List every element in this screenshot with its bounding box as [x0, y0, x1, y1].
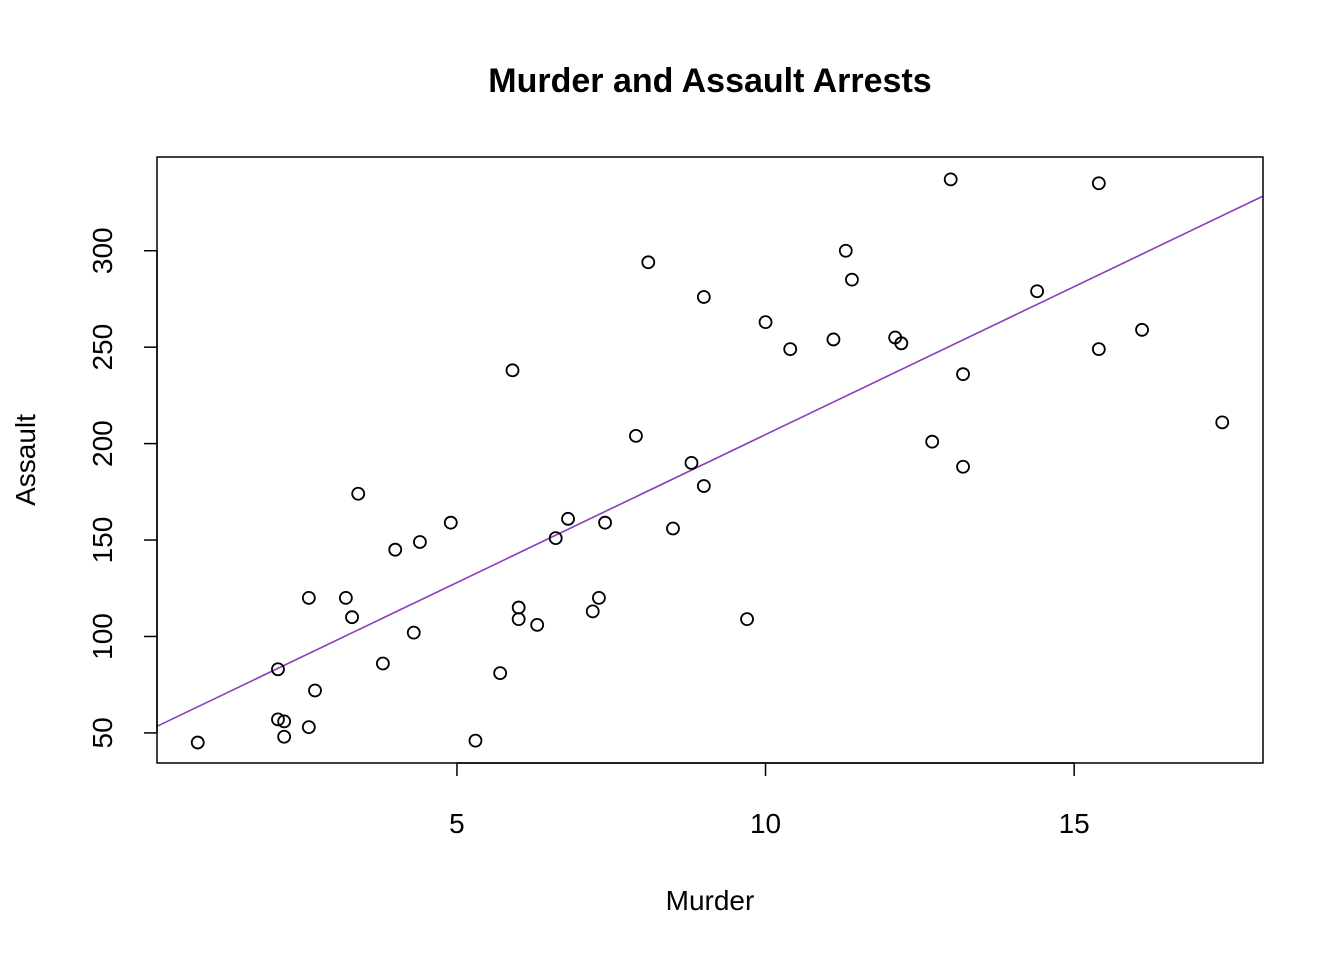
data-point [277, 729, 292, 744]
data-point [388, 542, 403, 557]
data-point [271, 662, 285, 677]
data-point [190, 735, 205, 750]
data-point [956, 459, 970, 474]
data-point [511, 612, 526, 627]
data-point [826, 332, 841, 347]
y-axis: 50 100 150 200 250 300 [87, 227, 158, 748]
data-point [925, 434, 940, 449]
data-point [548, 531, 563, 546]
y-tick-label: 100 [87, 613, 118, 660]
y-axis-label: Assault [10, 414, 41, 506]
data-point [561, 511, 575, 526]
data-point [598, 515, 612, 530]
data-point [783, 342, 798, 356]
data-point [1091, 342, 1106, 356]
data-point [943, 172, 958, 187]
y-tick-label: 300 [87, 227, 118, 274]
data-point [468, 733, 483, 748]
data-point [338, 591, 353, 605]
plot-frame [156, 156, 1264, 764]
data-point [530, 618, 545, 632]
data-point [345, 610, 359, 625]
plot-area [156, 195, 1264, 728]
data-point [696, 479, 711, 493]
data-point [740, 612, 754, 627]
data-point [838, 243, 853, 258]
data-point [301, 591, 316, 605]
data-point [894, 336, 909, 351]
data-point [505, 363, 520, 378]
y-tick-label: 150 [87, 517, 118, 564]
data-point [585, 604, 600, 619]
data-point [1091, 176, 1106, 191]
data-point [641, 255, 656, 270]
data-point [956, 367, 970, 382]
data-point [666, 521, 680, 536]
data-point [684, 455, 699, 470]
data-point [413, 535, 427, 549]
data-point [592, 591, 606, 605]
data-point [308, 683, 322, 698]
data-point [758, 315, 773, 329]
data-point [277, 714, 292, 729]
x-tick-label: 5 [449, 808, 465, 839]
data-point [696, 290, 711, 304]
data-point [271, 712, 285, 727]
data-point [351, 486, 366, 501]
data-point [1135, 322, 1149, 337]
data-points [190, 172, 1230, 750]
y-tick-label: 50 [87, 717, 118, 748]
data-point [511, 600, 526, 615]
data-point [301, 720, 316, 735]
regression-line [156, 195, 1264, 728]
x-tick-label: 15 [1059, 808, 1090, 839]
data-point [1030, 284, 1045, 299]
data-point [845, 272, 859, 287]
data-point [493, 666, 508, 681]
data-point [406, 625, 421, 640]
y-tick-label: 250 [87, 324, 118, 371]
data-point [443, 515, 458, 530]
y-tick-label: 200 [87, 420, 118, 467]
x-tick-label: 10 [750, 808, 781, 839]
data-point [375, 656, 390, 671]
x-axis: 5 10 15 [449, 762, 1090, 839]
data-point [1215, 415, 1230, 430]
chart-title: Murder and Assault Arrests [488, 62, 931, 100]
data-point [629, 428, 643, 443]
x-axis-label: Murder [666, 885, 755, 916]
